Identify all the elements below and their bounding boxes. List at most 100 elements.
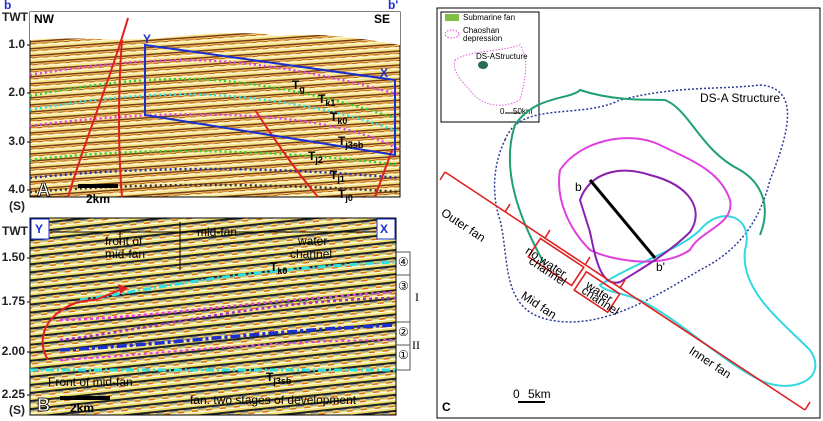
front-label: Front of mid-fan: [48, 375, 133, 389]
scale-zero: 0: [513, 387, 520, 401]
horizon-base: T: [330, 168, 338, 182]
panel-label: B: [37, 395, 50, 415]
study-box: [144, 43, 396, 157]
fan-outline: [558, 137, 732, 263]
y-tick-label: 2.00: [2, 344, 26, 358]
inset-map: [440, 11, 540, 123]
arrow-head: [118, 284, 128, 294]
horizon-label: Tk0: [330, 110, 347, 126]
legend-swatch: [444, 29, 460, 39]
horizon-sub: k0: [337, 116, 347, 126]
direction-left: NW: [34, 12, 55, 26]
faults: [67, 17, 393, 198]
zone-channel: channel: [290, 247, 332, 261]
section-line: [588, 179, 657, 259]
inset-scale: 50km: [513, 107, 533, 116]
seismic-section: [29, 217, 397, 416]
horizon-base: T: [338, 134, 346, 148]
corner-y: Y: [143, 32, 151, 46]
corner-box: [30, 218, 50, 240]
horizon-base: T: [266, 370, 274, 384]
panel-label: C: [442, 400, 451, 414]
horizon-label: Tk0: [270, 260, 287, 276]
stage-name: I: [415, 290, 419, 304]
y-tick-label: 1.0: [8, 37, 25, 51]
horizon-label: Tk1: [318, 92, 335, 108]
zone-channel: water: [297, 234, 327, 248]
zone-arrows: [50, 222, 376, 270]
unit-number: ④: [398, 255, 409, 269]
horizon-base: T: [270, 260, 278, 274]
scale-label: 2km: [70, 401, 94, 415]
depression-outline: [453, 44, 527, 106]
horizon-sub: j1: [336, 174, 345, 184]
stage-name: II: [412, 338, 420, 352]
axis-title: TWT: [2, 10, 29, 24]
horizon-sub: k1: [325, 98, 335, 108]
axis-unit: (S): [9, 403, 25, 417]
legend-label: depression: [463, 34, 502, 43]
horizon-sub: j2: [314, 155, 323, 165]
horizons: [30, 260, 397, 372]
panel-b: TWT Y X front of mid-fan mid-fan water c…: [2, 217, 420, 417]
y-tick-label: 2.25: [2, 387, 26, 401]
zone-front: front of: [105, 234, 143, 248]
horizon-sub: j3sb: [272, 376, 292, 386]
unit-number: ①: [398, 348, 409, 362]
axis-title: TWT: [2, 224, 29, 238]
panel-label: A: [37, 180, 50, 200]
legend-swatch: [445, 14, 459, 21]
scale-label: 5km: [528, 387, 551, 401]
zone-front: mid-fan: [105, 247, 145, 261]
unit-brackets: [396, 251, 411, 371]
panel-c: Submarine fan Chaoshan depression DS-ASt…: [436, 7, 821, 419]
horizon-base: T: [338, 187, 346, 201]
panel-a: b b' TWT NW SE Y X (S) 2km A TgTk1Tk0Tj3…: [2, 0, 401, 213]
corner-box: [376, 218, 396, 240]
unit-number: ②: [398, 325, 409, 339]
horizon-label: Tj3sb: [266, 370, 292, 386]
fan-outline: [508, 88, 766, 266]
horizon-sub: g: [299, 84, 305, 94]
horizon-base: T: [308, 149, 316, 163]
section-start: b: [575, 180, 582, 194]
fan-zone-line: [439, 171, 811, 411]
y-tick-label: 4.0: [8, 182, 25, 196]
inner-fan-outline: [598, 215, 817, 387]
horizon-base: T: [330, 110, 338, 124]
y-tick-label: 1.75: [2, 294, 26, 308]
y-tick-label: 3.0: [8, 134, 25, 148]
legend-label: Submarine fan: [463, 13, 515, 22]
horizon-label: Tj2: [308, 149, 323, 165]
zone-mid: mid-fan: [197, 225, 237, 239]
unit-number: ③: [398, 279, 409, 293]
section-start: b: [4, 0, 11, 12]
inset-structure: DS-AStructure: [476, 52, 528, 61]
y-tick-label: 1.50: [2, 250, 26, 264]
scale-label: 2km: [86, 192, 110, 206]
direction-right: SE: [374, 12, 390, 26]
seismic-section: [29, 11, 401, 198]
corner-x: X: [380, 222, 388, 236]
inset-scale-zero: 0: [500, 107, 505, 116]
horizon-base: T: [292, 78, 300, 92]
horizon-label: Tg: [292, 78, 305, 94]
y-tick-label: 2.0: [8, 85, 25, 99]
corner-y: Y: [35, 222, 43, 236]
corner-x: X: [380, 66, 388, 80]
stages-label: fan: two stages of development: [190, 393, 357, 407]
inset-fan: [478, 61, 488, 69]
structure-label: DS-A Structure: [700, 91, 780, 105]
horizon-base: T: [318, 92, 326, 106]
axis-unit: (S): [9, 199, 25, 213]
horizon-sub: j3sb: [344, 140, 364, 150]
section-end: b': [388, 0, 398, 12]
horizon-label: Tj0: [338, 187, 353, 203]
horizon-sub: k0: [277, 266, 287, 276]
legend-label: Chaoshan: [463, 26, 499, 35]
horizon-label: Tj1: [330, 168, 345, 184]
horizon-label: Tj3sb: [338, 134, 364, 150]
section-end: b': [656, 260, 665, 274]
horizon-sub: j0: [344, 193, 353, 203]
